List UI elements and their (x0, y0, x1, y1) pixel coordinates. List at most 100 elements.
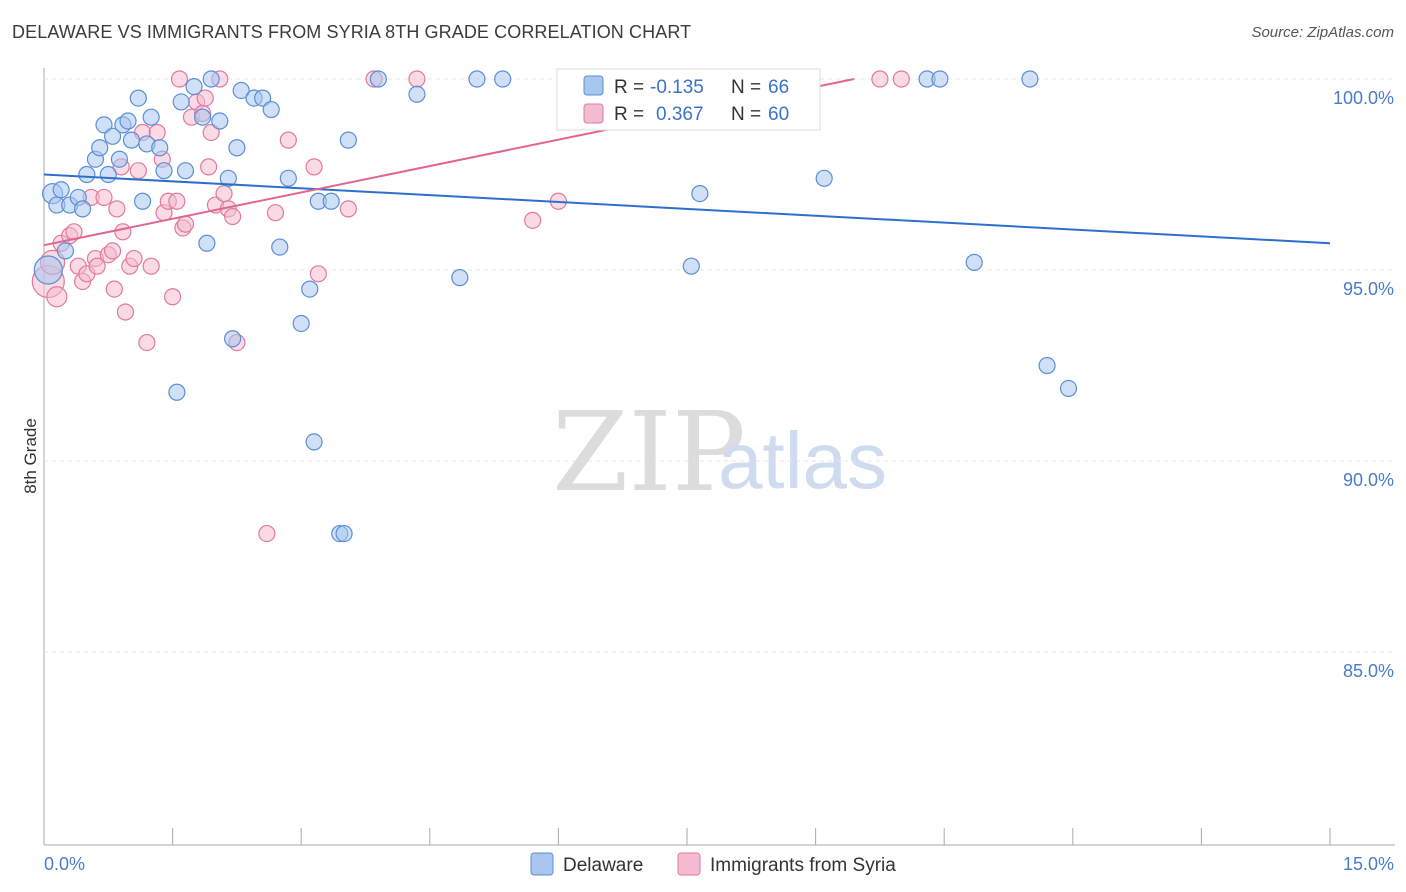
delaware-point-38 (262, 100, 280, 119)
y-axis-tick-labels: 100.0% 95.0% 90.0% 85.0% (1333, 88, 1394, 681)
y-tick-label-1: 95.0% (1343, 279, 1394, 299)
delaware-point-53 (494, 70, 512, 88)
syria-point-16 (108, 200, 126, 218)
syria-point-24 (138, 333, 156, 352)
y-tick-label-2: 90.0% (1343, 470, 1394, 490)
delaware-point-24 (172, 93, 190, 111)
syria-point-45 (224, 207, 242, 226)
delaware-point-35 (232, 81, 250, 100)
delaware-point-25 (176, 162, 195, 180)
syria-point-55 (524, 211, 542, 229)
syria-point-21 (125, 249, 143, 268)
delaware-point-48 (339, 131, 357, 149)
syria-point-12 (95, 188, 113, 207)
delaware-point-41 (292, 314, 310, 333)
syria-point-43 (215, 185, 233, 203)
syria-point-2 (46, 286, 68, 308)
x-tick-label-max: 15.0% (1343, 854, 1394, 874)
delaware-point-31 (211, 112, 229, 130)
syria-point-15 (105, 280, 123, 298)
syria-point-25 (142, 257, 160, 275)
legend-n-value-syria: 60 (768, 104, 789, 125)
x-axis-ticks (43, 828, 1331, 845)
legend-n-label-syria: N = (731, 104, 761, 125)
watermark-zip: ZIP (552, 388, 746, 516)
chart-title: DELAWARE VS IMMIGRANTS FROM SYRIA 8TH GR… (12, 22, 692, 42)
delaware-point-55 (691, 185, 709, 203)
delaware-point-13 (103, 127, 122, 145)
legend-swatch-delaware (583, 75, 604, 96)
syria-point-32 (170, 70, 189, 88)
delaware-point-47 (335, 524, 353, 543)
legend-swatch-syria (583, 103, 604, 124)
delaware-point-50 (408, 85, 426, 103)
y-tick-label-3: 85.0% (1343, 661, 1394, 681)
y-tick-label-0: 100.0% (1333, 88, 1394, 108)
syria-point-31 (168, 192, 186, 210)
delaware-point-58 (931, 70, 949, 88)
syria-point-11 (88, 257, 106, 275)
source-credit: Source: ZipAtlas.com (1251, 24, 1394, 41)
delaware-point-40 (279, 169, 297, 187)
delaware-point-4 (56, 242, 75, 260)
delaware-point-18 (129, 89, 147, 107)
delaware-point-32 (219, 169, 237, 187)
delaware-point-19 (133, 192, 152, 210)
delaware-point-56 (815, 169, 833, 187)
delaware-point-3 (52, 181, 70, 199)
legend-r-value-delaware: -0.135 (650, 77, 704, 98)
syria-point-18 (114, 223, 132, 241)
delaware-point-39 (271, 238, 289, 256)
delaware-point-7 (73, 200, 92, 218)
syria-point-40 (202, 123, 220, 142)
delaware-point-28 (202, 70, 220, 88)
delaware-point-61 (1038, 356, 1056, 375)
syria-point-14 (103, 242, 122, 260)
syria-point-49 (279, 131, 297, 149)
syria-point-47 (258, 524, 276, 543)
delaware-point-29 (168, 383, 186, 401)
syria-point-38 (196, 89, 214, 107)
legend-n-label-delaware: N = (731, 77, 761, 98)
bottom-legend-label-syria: Immigrants from Syria (710, 855, 896, 876)
delaware-point-11 (95, 116, 113, 134)
syria-point-54 (408, 70, 426, 88)
legend-box: R = -0.135 N = 66 R = 0.367 N = 60 (556, 68, 821, 131)
delaware-point-62 (1059, 379, 1078, 398)
delaware-point-10 (91, 139, 109, 157)
delaware-point-60 (1021, 70, 1039, 88)
delaware-point-16 (119, 112, 137, 130)
delaware-point-26 (185, 78, 203, 96)
syria-point-19 (116, 303, 135, 321)
legend-r-value-syria: 0.367 (656, 104, 704, 125)
delaware-points (33, 70, 1078, 543)
delaware-point-27 (194, 108, 212, 126)
bottom-legend: Delaware Immigrants from Syria (530, 852, 896, 876)
bottom-legend-label-delaware: Delaware (563, 855, 643, 876)
syria-point-34 (176, 215, 195, 233)
delaware-point-59 (965, 253, 983, 271)
syria-point-30 (164, 288, 182, 306)
syria-point-51 (309, 265, 327, 283)
delaware-point-14 (110, 150, 129, 168)
delaware-point-8 (78, 165, 96, 184)
x-tick-label-min: 0.0% (44, 854, 85, 874)
bottom-legend-swatch-delaware (530, 852, 554, 876)
gridlines (44, 78, 1395, 653)
delaware-point-22 (151, 139, 169, 157)
delaware-point-42 (301, 280, 319, 298)
legend-r-label-syria: R = (614, 104, 644, 125)
delaware-point-54 (682, 257, 700, 275)
delaware-point-34 (228, 139, 246, 157)
delaware-point-21 (142, 108, 160, 126)
delaware-point-12 (99, 165, 117, 184)
syria-point-58 (871, 70, 889, 88)
delaware-point-17 (122, 131, 141, 149)
delaware-point-43 (305, 433, 323, 451)
syria-point-59 (892, 70, 910, 88)
syria-point-52 (339, 200, 357, 218)
syria-point-22 (129, 162, 147, 180)
watermark-atlas: atlas (718, 416, 887, 505)
delaware-point-33 (224, 330, 242, 348)
